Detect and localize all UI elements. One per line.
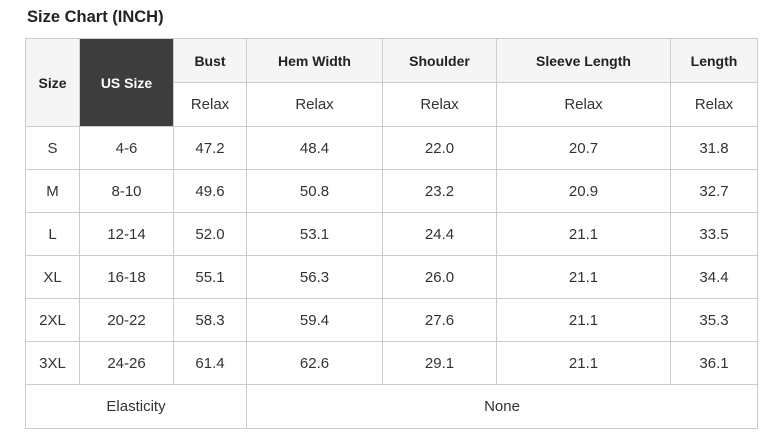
column-header-sleeve-length: Sleeve Length <box>496 38 671 83</box>
column-header-us-size: US Size <box>79 38 174 127</box>
fit-type-length: Relax <box>670 82 758 127</box>
column-header-bust: Bust <box>173 38 247 83</box>
us-size-value: 4-6 <box>79 126 174 170</box>
length-value: 34.4 <box>670 255 758 299</box>
page-title: Size Chart (INCH) <box>27 8 164 26</box>
size-label: S <box>25 126 80 170</box>
hem-width-value: 62.6 <box>246 341 383 385</box>
elasticity-value: None <box>246 384 758 429</box>
bust-value: 49.6 <box>173 169 247 213</box>
bust-value: 52.0 <box>173 212 247 256</box>
shoulder-value: 27.6 <box>382 298 497 342</box>
shoulder-value: 22.0 <box>382 126 497 170</box>
us-size-value: 20-22 <box>79 298 174 342</box>
length-value: 32.7 <box>670 169 758 213</box>
fit-type-hem-width: Relax <box>246 82 383 127</box>
elasticity-label: Elasticity <box>25 384 247 429</box>
fit-type-sleeve-length: Relax <box>496 82 671 127</box>
size-label: L <box>25 212 80 256</box>
table-row-m: M 8-10 49.6 50.8 23.2 20.9 32.7 <box>25 169 758 213</box>
hem-width-value: 50.8 <box>246 169 383 213</box>
column-header-hem-width: Hem Width <box>246 38 383 83</box>
table-row-l: L 12-14 52.0 53.1 24.4 21.1 33.5 <box>25 212 758 256</box>
sleeve-length-value: 21.1 <box>496 341 671 385</box>
hem-width-value: 56.3 <box>246 255 383 299</box>
table-row-2xl: 2XL 20-22 58.3 59.4 27.6 21.1 35.3 <box>25 298 758 342</box>
shoulder-value: 24.4 <box>382 212 497 256</box>
fit-type-shoulder: Relax <box>382 82 497 127</box>
table-row-xl: XL 16-18 55.1 56.3 26.0 21.1 34.4 <box>25 255 758 299</box>
bust-value: 47.2 <box>173 126 247 170</box>
us-size-value: 8-10 <box>79 169 174 213</box>
column-header-shoulder: Shoulder <box>382 38 497 83</box>
bust-value: 61.4 <box>173 341 247 385</box>
table-row-s: S 4-6 47.2 48.4 22.0 20.7 31.8 <box>25 126 758 170</box>
sleeve-length-value: 21.1 <box>496 212 671 256</box>
column-header-length: Length <box>670 38 758 83</box>
sleeve-length-value: 21.1 <box>496 255 671 299</box>
size-label: 2XL <box>25 298 80 342</box>
sleeve-length-value: 20.9 <box>496 169 671 213</box>
elasticity-row: Elasticity None <box>25 384 758 429</box>
fit-type-bust: Relax <box>173 82 247 127</box>
column-header-size: Size <box>25 38 80 127</box>
shoulder-value: 26.0 <box>382 255 497 299</box>
fit-type-row: Relax Relax Relax Relax Relax <box>26 82 758 127</box>
size-label: XL <box>25 255 80 299</box>
size-chart-table: Size US Size Bust Hem Width Shoulder Sle… <box>25 38 758 429</box>
size-label: M <box>25 169 80 213</box>
header-row: Size US Size Bust Hem Width Shoulder Sle… <box>25 38 758 127</box>
size-label: 3XL <box>25 341 80 385</box>
length-value: 31.8 <box>670 126 758 170</box>
us-size-value: 12-14 <box>79 212 174 256</box>
sleeve-length-value: 20.7 <box>496 126 671 170</box>
hem-width-value: 59.4 <box>246 298 383 342</box>
bust-value: 58.3 <box>173 298 247 342</box>
bust-value: 55.1 <box>173 255 247 299</box>
length-value: 36.1 <box>670 341 758 385</box>
sleeve-length-value: 21.1 <box>496 298 671 342</box>
length-value: 33.5 <box>670 212 758 256</box>
shoulder-value: 29.1 <box>382 341 497 385</box>
us-size-value: 24-26 <box>79 341 174 385</box>
us-size-value: 16-18 <box>79 255 174 299</box>
shoulder-value: 23.2 <box>382 169 497 213</box>
hem-width-value: 53.1 <box>246 212 383 256</box>
hem-width-value: 48.4 <box>246 126 383 170</box>
table-row-3xl: 3XL 24-26 61.4 62.6 29.1 21.1 36.1 <box>25 341 758 385</box>
length-value: 35.3 <box>670 298 758 342</box>
